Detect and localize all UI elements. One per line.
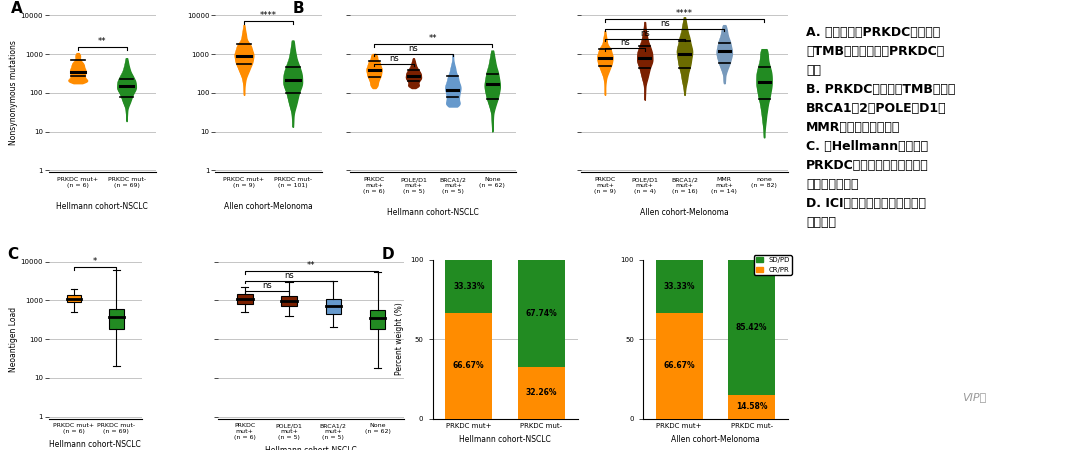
Text: ****: **** [676,9,693,18]
Text: ****: **** [260,11,276,20]
Text: 66.67%: 66.67% [453,361,485,370]
Bar [656,313,703,419]
Bar [517,367,565,419]
Text: 67.74%: 67.74% [526,309,557,318]
X-axis label: Hellmann cohort-NSCLC: Hellmann cohort-NSCLC [266,446,357,450]
Bar [281,296,297,306]
Text: 33.33%: 33.33% [663,282,694,291]
Text: 32.26%: 32.26% [526,388,557,397]
X-axis label: Hellmann cohort-NSCLC: Hellmann cohort-NSCLC [50,440,141,449]
Bar [445,313,492,419]
Text: ns: ns [408,44,418,53]
Text: C: C [6,247,18,262]
Bar [325,299,341,314]
Text: 85.42%: 85.42% [735,323,768,332]
Bar [656,260,703,313]
Bar [517,260,565,367]
Bar [728,260,775,396]
Text: D: D [381,247,394,262]
Text: 33.33%: 33.33% [453,282,485,291]
Legend: SD/PD, CR/PR: SD/PD, CR/PR [754,255,792,275]
Bar [109,309,123,329]
Text: **: ** [307,261,315,270]
Text: ns: ns [620,38,630,47]
Text: A: A [11,1,23,16]
Bar [237,293,253,304]
Text: VIP说: VIP说 [962,392,986,402]
X-axis label: Allen cohort-Melonoma: Allen cohort-Melonoma [224,202,313,211]
Text: **: ** [98,37,107,46]
Bar [67,295,81,302]
Text: ns: ns [660,19,670,28]
Bar [445,260,492,313]
Text: *: * [93,257,97,266]
Text: B: B [293,1,305,16]
Text: ns: ns [389,54,399,63]
X-axis label: Hellmann cohort-NSCLC: Hellmann cohort-NSCLC [56,202,148,211]
Y-axis label: Neoantigen Load: Neoantigen Load [9,306,17,372]
Text: ns: ns [284,271,294,280]
X-axis label: Hellmann cohort-NSCLC: Hellmann cohort-NSCLC [459,435,551,444]
X-axis label: Allen cohort-Melonoma: Allen cohort-Melonoma [671,435,760,444]
Y-axis label: Percent weight (%): Percent weight (%) [395,303,404,375]
Bar [369,310,386,329]
Text: **: ** [429,34,437,43]
X-axis label: Allen cohort-Melonoma: Allen cohort-Melonoma [640,207,729,216]
Bar [728,396,775,419]
Text: 14.58%: 14.58% [735,402,768,411]
Text: A. 两个队列中PRKDC突变患者
的TMB均高于野生型PRKDC患
者。
B. PRKDC突变组的TMB状况与
BRCA1／2，POLE／D1和
MMR基因突: A. 两个队列中PRKDC突变患者 的TMB均高于野生型PRKDC患 者。 B.… [807,26,956,229]
Text: ns: ns [262,280,272,289]
Text: ns: ns [640,28,650,37]
X-axis label: Hellmann cohort-NSCLC: Hellmann cohort-NSCLC [388,207,480,216]
Y-axis label: Nonsynonymous mutations: Nonsynonymous mutations [9,40,17,145]
Text: 66.67%: 66.67% [663,361,696,370]
